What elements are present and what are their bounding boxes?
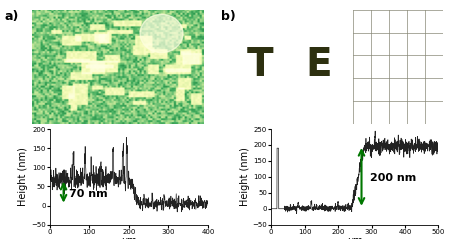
Text: a): a) (5, 10, 19, 23)
Y-axis label: Height (nm): Height (nm) (18, 147, 28, 206)
Text: 200 nm: 200 nm (369, 174, 415, 184)
X-axis label: μm: μm (121, 236, 136, 239)
Y-axis label: Height (nm): Height (nm) (239, 147, 249, 206)
Text: b): b) (221, 10, 236, 23)
Text: E: E (305, 46, 331, 84)
Text: T: T (246, 46, 272, 84)
X-axis label: μm: μm (346, 236, 362, 239)
Text: 70 nm: 70 nm (69, 189, 108, 199)
Circle shape (140, 14, 183, 53)
